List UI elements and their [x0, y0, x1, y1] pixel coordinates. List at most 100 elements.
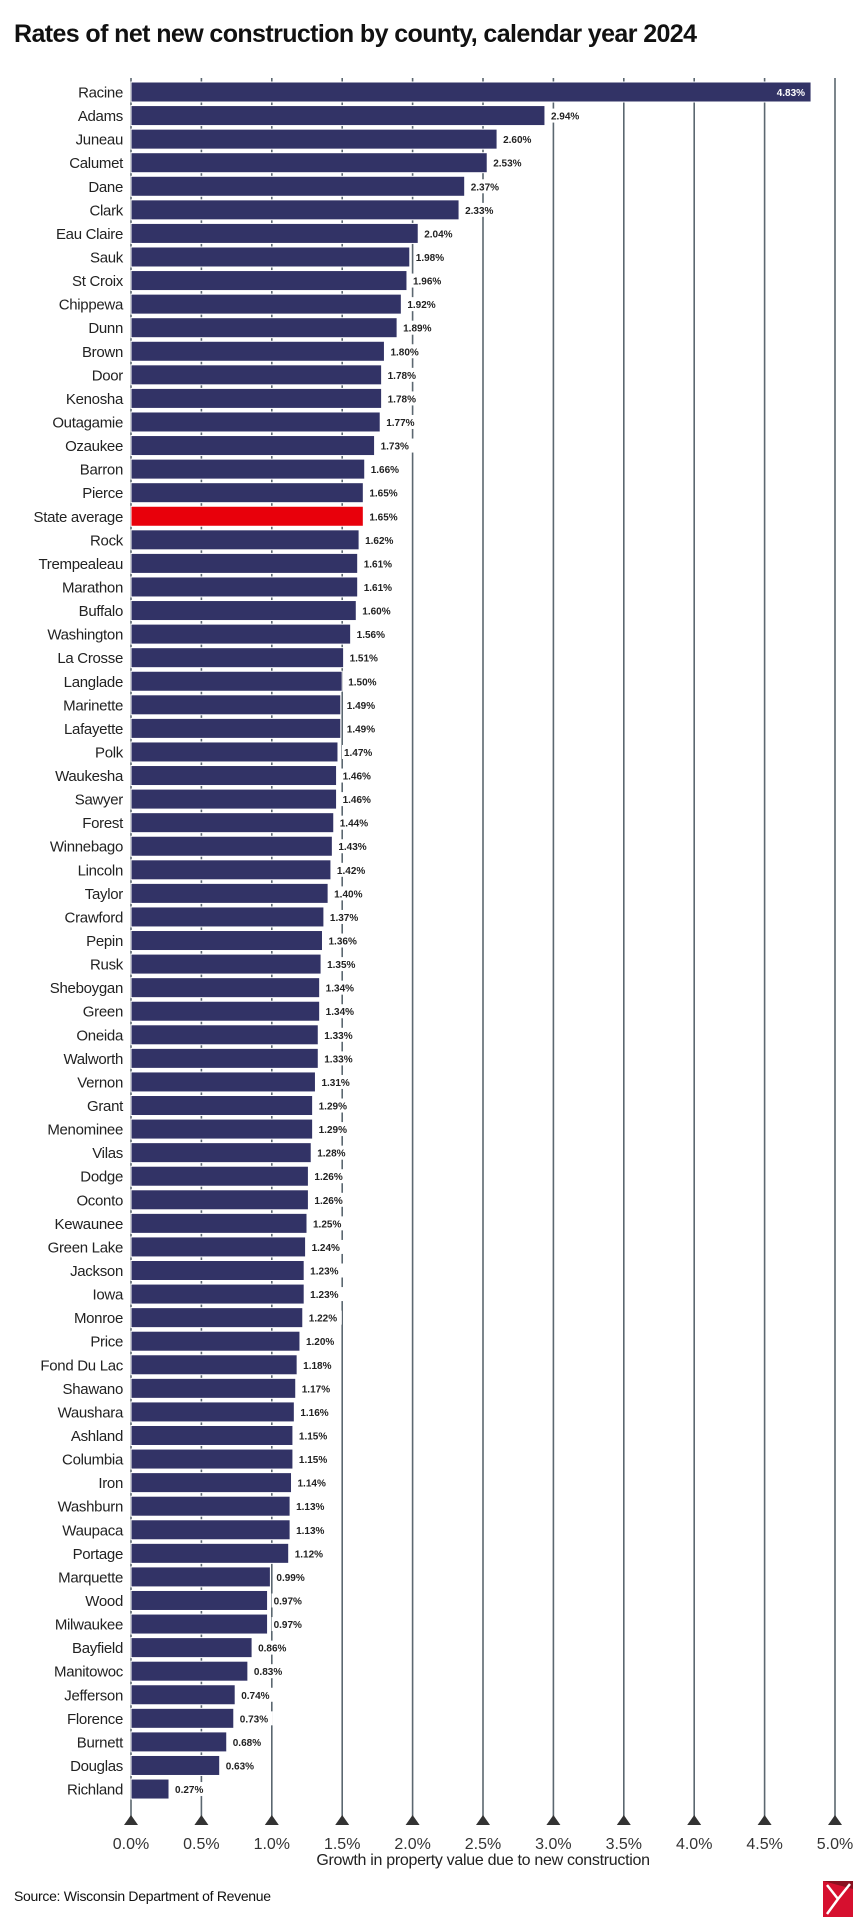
bar: [130, 1448, 294, 1470]
category-label: Taylor: [85, 886, 124, 903]
category-label: Sheboygan: [50, 980, 123, 997]
x-tick-label: 5.0%: [817, 1836, 853, 1850]
bar: [130, 1095, 314, 1117]
bar: [130, 270, 408, 292]
bar: [130, 482, 364, 504]
bar: [130, 529, 360, 551]
bar: [130, 1354, 298, 1376]
data-label-background: [309, 1239, 345, 1254]
data-label-background: [274, 1569, 310, 1584]
bar: [130, 1283, 305, 1305]
data-label: 1.12%: [295, 1549, 323, 1560]
bar: [130, 81, 812, 103]
tick-marker: [405, 1815, 420, 1826]
x-tick-label: 1.5%: [324, 1836, 360, 1850]
publisher-logo: [823, 1881, 853, 1917]
data-label-background: [323, 980, 359, 995]
x-tick-label: 3.5%: [606, 1836, 642, 1850]
data-label: 1.51%: [350, 654, 378, 665]
data-label-background: [251, 1664, 287, 1679]
category-label: Forest: [82, 815, 124, 832]
data-label-background: [463, 202, 499, 217]
bar: [130, 1142, 312, 1164]
data-label: 1.77%: [386, 418, 414, 429]
category-label: Richland: [67, 1782, 123, 1799]
category-label: Dunn: [88, 320, 123, 337]
data-label: 1.29%: [319, 1102, 347, 1113]
bar: [130, 1731, 228, 1753]
data-label: 1.47%: [344, 748, 372, 759]
data-label: 1.14%: [298, 1479, 326, 1490]
tick-marker: [264, 1815, 279, 1826]
data-label: 1.43%: [338, 842, 366, 853]
bar: [130, 1047, 319, 1069]
tick-marker: [828, 1815, 842, 1826]
source-note: Source: Wisconsin Department of Revenue: [14, 1888, 271, 1904]
data-label: 0.83%: [254, 1667, 282, 1678]
bar: [130, 765, 338, 787]
category-label: Green Lake: [48, 1239, 123, 1256]
data-label-background: [341, 744, 377, 759]
category-label: Iron: [98, 1475, 123, 1492]
data-label: 0.74%: [241, 1691, 269, 1702]
data-label-background: [292, 1546, 328, 1561]
category-label: Sauk: [90, 249, 124, 266]
data-label: 1.26%: [314, 1196, 342, 1207]
bar: [130, 623, 352, 645]
bar: [130, 1472, 293, 1494]
bar: [130, 1589, 269, 1611]
data-label: 1.44%: [340, 819, 368, 830]
data-label: 1.15%: [299, 1455, 327, 1466]
bar-chart: 0.0% 0.5% 1.0% 1.5% 2.0% 2.5% 3.0% 3.5% 4.0% 4.5%…: [34, 78, 853, 1850]
tick-marker: [616, 1815, 631, 1826]
data-label: 1.26%: [314, 1172, 342, 1183]
data-label-background: [501, 132, 537, 147]
data-label-background: [316, 1098, 352, 1113]
data-label: 1.98%: [416, 253, 444, 264]
data-label-background: [360, 603, 396, 618]
data-label-background: [491, 155, 527, 170]
category-label: Menominee: [47, 1122, 123, 1139]
data-label-background: [315, 1145, 351, 1160]
data-label: 1.33%: [324, 1054, 352, 1065]
data-label-background: [344, 697, 380, 712]
data-label-background: [361, 556, 397, 571]
data-label: 1.78%: [388, 371, 416, 382]
data-label: 1.66%: [371, 465, 399, 476]
x-tick-label: 1.0%: [254, 1836, 290, 1850]
data-label: 1.60%: [362, 607, 390, 618]
data-label: 1.17%: [302, 1384, 330, 1395]
data-label-background: [294, 1499, 330, 1514]
bar: [130, 1684, 236, 1706]
bar: [130, 788, 338, 810]
category-label: Racine: [78, 85, 123, 102]
category-label: Door: [92, 367, 124, 384]
data-label-background: [368, 462, 404, 477]
data-label: 1.65%: [369, 489, 397, 500]
data-label: 1.16%: [300, 1408, 328, 1419]
data-label-background: [312, 1192, 348, 1207]
data-label-background: [422, 226, 458, 241]
data-label: 1.49%: [347, 701, 375, 712]
data-label-background: [323, 1004, 359, 1019]
category-label: Manitowoc: [54, 1664, 124, 1681]
x-tick-label: 4.5%: [746, 1836, 782, 1850]
bar: [130, 1212, 308, 1234]
bar: [130, 128, 498, 150]
bar: [130, 882, 329, 904]
data-label: 1.34%: [326, 1007, 354, 1018]
data-label-background: [385, 367, 421, 382]
data-label-background: [347, 650, 383, 665]
bar: [130, 694, 342, 716]
data-label-background: [301, 1357, 337, 1372]
data-label: 1.34%: [326, 984, 354, 995]
x-tick-label: 0.0%: [113, 1836, 149, 1850]
category-label: Oneida: [76, 1027, 124, 1044]
bar: [130, 930, 323, 952]
data-label-background: [332, 886, 368, 901]
x-axis-label: Growth in property value due to new cons…: [316, 1852, 650, 1869]
category-label: Outagamie: [52, 414, 123, 431]
bar: [130, 458, 366, 480]
category-label: Juneau: [76, 132, 123, 149]
chart-title: Rates of net new construction by county,…: [14, 20, 697, 48]
